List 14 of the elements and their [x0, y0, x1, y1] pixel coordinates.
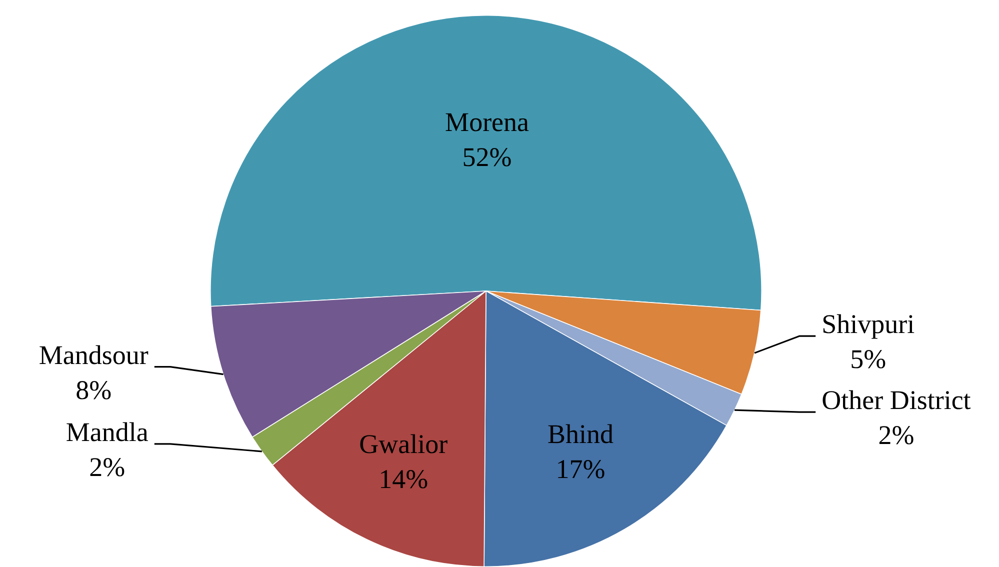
slice-label: Other District [822, 385, 972, 416]
slice-label: Morena [445, 107, 530, 138]
slice-label: Mandsour [38, 340, 148, 370]
data-label: 8% [76, 374, 112, 405]
slice-label: Shivpuri [822, 309, 915, 340]
slice-label: Gwalior [359, 429, 448, 460]
slice-label: Mandla [66, 417, 148, 448]
slice-label: Bhind [548, 419, 614, 450]
data-label: 5% [850, 344, 886, 374]
data-label: 2% [89, 452, 126, 482]
data-label: 17% [556, 454, 606, 484]
data-label: 2% [878, 420, 914, 450]
data-label: 52% [462, 142, 512, 172]
data-label: 14% [378, 464, 428, 494]
